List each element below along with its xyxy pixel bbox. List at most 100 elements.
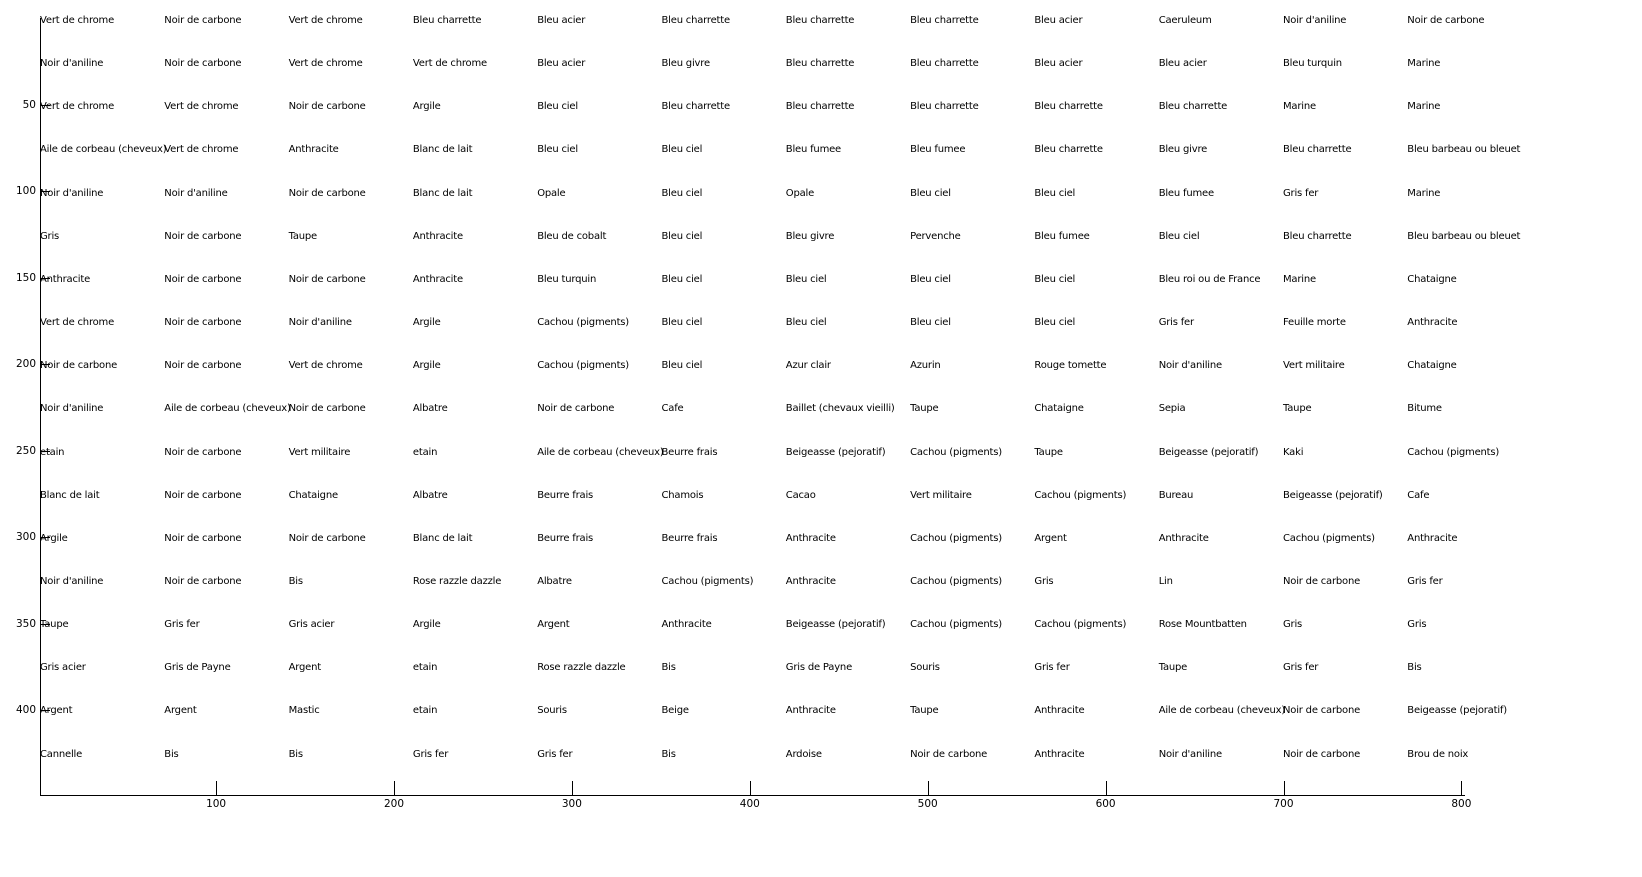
- cell-label: Bleu roi ou de France: [1158, 273, 1261, 285]
- y-tick-mark: [40, 191, 50, 193]
- cell-label: Bleu charrette: [661, 15, 731, 26]
- cell-label: Gris fer: [1283, 187, 1319, 199]
- cell-label: Blanc de lait: [412, 187, 473, 199]
- cell-label: Lin: [1158, 575, 1173, 587]
- cell-label: Chamois: [661, 489, 704, 501]
- cell-label: Bleu charrette: [910, 15, 979, 26]
- cell-label: Beigeasse (pejoratif): [1407, 705, 1507, 717]
- cell-label: Aile de corbeau (cheveux): [537, 446, 664, 458]
- y-tick-mark: [40, 623, 50, 625]
- cell-label: Bleu barbeau ou bleuet: [1407, 230, 1521, 242]
- cell-label: Beurre frais: [537, 532, 594, 544]
- x-tick-mark: [749, 781, 751, 795]
- cell-label: Bitume: [1407, 403, 1442, 415]
- cell-label: Taupe: [1034, 446, 1063, 458]
- cell-label: Gris acier: [40, 662, 86, 674]
- cell-label: Bleu ciel: [785, 317, 827, 329]
- cell-label: Noir de carbone: [164, 230, 242, 242]
- cell-label: Anthracite: [1034, 705, 1085, 717]
- cell-label: Bleu ciel: [661, 230, 703, 242]
- cell-label: Bleu ciel: [910, 187, 951, 199]
- y-tick-mark: [40, 450, 50, 452]
- cell-label: Cacao: [785, 489, 816, 501]
- cell-label: Bleu ciel: [785, 273, 827, 285]
- cell-label: Bleu ciel: [1158, 230, 1200, 242]
- cell-label: Beigeasse (pejoratif): [1158, 446, 1259, 458]
- cell-label: Noir d'aniline: [1158, 748, 1222, 760]
- cell-label: Beurre frais: [661, 532, 718, 544]
- cell-label: Bleu turquin: [1283, 58, 1342, 70]
- cell-label: Argile: [412, 360, 441, 372]
- cell-label: Ardoise: [785, 748, 822, 760]
- cell-label: Bleu ciel: [661, 317, 703, 329]
- cell-label: Opale: [537, 187, 566, 199]
- cell-label: Gris fer: [412, 748, 449, 760]
- cell-label: Bleu ciel: [537, 101, 578, 113]
- cell-label: Argile: [412, 619, 441, 631]
- cell-label: Bleu ciel: [910, 317, 951, 329]
- cell-label: Gris: [40, 230, 60, 242]
- cell-label: Azur clair: [785, 360, 831, 372]
- cell-label: Anthracite: [288, 144, 339, 156]
- cell-label: Aile de corbeau (cheveux): [164, 403, 291, 415]
- cell-label: Bleu charrette: [785, 58, 855, 70]
- cell-label: Bleu ciel: [661, 187, 703, 199]
- cell-label: Gris fer: [164, 619, 200, 631]
- cell-label: Anthracite: [661, 619, 712, 631]
- cell-label: Cachou (pigments): [910, 446, 1002, 458]
- cell-label: Noir de carbone: [164, 575, 242, 587]
- cell-label: Argile: [412, 101, 441, 113]
- cell-label: Bleu charrette: [1283, 230, 1352, 242]
- cell-label: Cachou (pigments): [661, 575, 754, 587]
- cell-label: Marine: [1283, 273, 1316, 285]
- cell-label: Gris: [1407, 619, 1427, 631]
- cell-label: Vert de chrome: [288, 360, 363, 372]
- cell-label: Bleu de cobalt: [537, 230, 607, 242]
- cell-label: Bleu charrette: [910, 58, 979, 70]
- x-tick-mark: [927, 781, 929, 795]
- cell-label: Blanc de lait: [412, 144, 473, 156]
- cell-label: Gris fer: [1034, 662, 1070, 674]
- x-tick-mark: [1283, 781, 1285, 795]
- cell-label: Beurre frais: [661, 446, 718, 458]
- cell-label: Aile de corbeau (cheveux): [40, 144, 167, 156]
- cell-label: Bleu acier: [1034, 15, 1083, 26]
- cell-label: Caeruleum: [1158, 15, 1212, 26]
- cell-label: Noir d'aniline: [40, 403, 104, 415]
- cell-label: Noir de carbone: [164, 58, 242, 70]
- y-tick-label: 100: [15, 185, 36, 198]
- cell-label: Noir de carbone: [164, 446, 242, 458]
- cell-label: Brou de noix: [1407, 748, 1469, 760]
- cell-label: Noir d'aniline: [1158, 360, 1222, 372]
- cell-label: Rose razzle dazzle: [537, 662, 626, 674]
- cell-label: Anthracite: [1158, 532, 1209, 544]
- cell-label: Vert de chrome: [164, 101, 239, 113]
- cell-label: Cachou (pigments): [910, 575, 1002, 587]
- cell-label: Argent: [288, 662, 322, 674]
- cell-label: Bleu ciel: [661, 144, 703, 156]
- x-tick-label: 700: [1273, 798, 1294, 810]
- cell-label: Marine: [1283, 101, 1316, 113]
- cell-label: Bis: [288, 575, 303, 587]
- cell-label: Albatre: [412, 489, 448, 501]
- cell-label: Noir d'aniline: [40, 187, 104, 199]
- cell-label: Bleu acier: [1158, 58, 1207, 70]
- cell-label: Taupe: [1283, 403, 1312, 415]
- cell-label: Bleu charrette: [1283, 144, 1352, 156]
- cell-label: Gris de Payne: [164, 662, 231, 674]
- cell-label: Noir de carbone: [164, 15, 242, 26]
- cell-label: Vert de chrome: [40, 101, 115, 113]
- cell-label: Blanc de lait: [412, 532, 473, 544]
- cell-label: Bleu charrette: [1034, 144, 1103, 156]
- cell-label: Sepia: [1158, 403, 1186, 415]
- cell-label: Noir d'aniline: [164, 187, 228, 199]
- y-tick-label: 150: [15, 271, 36, 284]
- y-tick-mark: [40, 710, 50, 712]
- cell-label: Cafe: [1407, 489, 1430, 501]
- cell-label: Noir de carbone: [288, 532, 366, 544]
- cell-label: Noir de carbone: [164, 317, 242, 329]
- cell-label: Bis: [164, 748, 179, 760]
- x-tick-label: 600: [1095, 798, 1116, 810]
- cell-label: Gris fer: [1158, 317, 1194, 329]
